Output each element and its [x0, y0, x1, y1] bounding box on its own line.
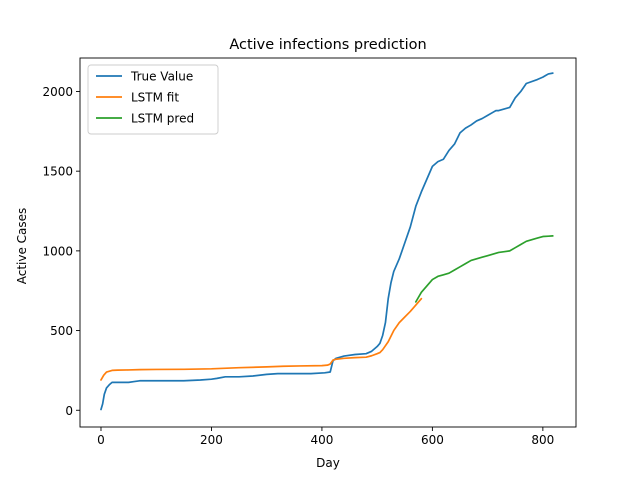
y-tick-label: 1500: [42, 165, 73, 179]
legend-label-true-value: True Value: [130, 70, 193, 84]
legend-label-lstm-fit: LSTM fit: [131, 91, 179, 105]
x-tick-label: 400: [310, 433, 333, 447]
y-tick-label: 500: [50, 324, 73, 338]
x-tick-label: 0: [97, 433, 105, 447]
chart-title: Active infections prediction: [229, 37, 426, 53]
y-tick-label: 2000: [42, 85, 73, 99]
plot-area: 0 200 400 600 800 0 500 1000 1500 2000 True Value L…: [42, 57, 577, 447]
legend-box: [87, 64, 219, 135]
x-tick-label: 800: [531, 433, 554, 447]
y-tick-label: 0: [65, 404, 73, 418]
series-line-true-value: [100, 72, 554, 411]
series-line-lstm-fit: [100, 297, 423, 381]
y-axis-label: Active Cases: [15, 208, 29, 285]
legend-label-lstm-pred: LSTM pred: [131, 112, 194, 126]
x-tick-label: 200: [200, 433, 223, 447]
series-line-lstm-pred: [414, 235, 554, 303]
x-axis-label: Day: [316, 456, 340, 470]
x-tick-label: 600: [421, 433, 444, 447]
y-tick-label: 1000: [42, 244, 73, 258]
axes-frame: [79, 57, 577, 428]
